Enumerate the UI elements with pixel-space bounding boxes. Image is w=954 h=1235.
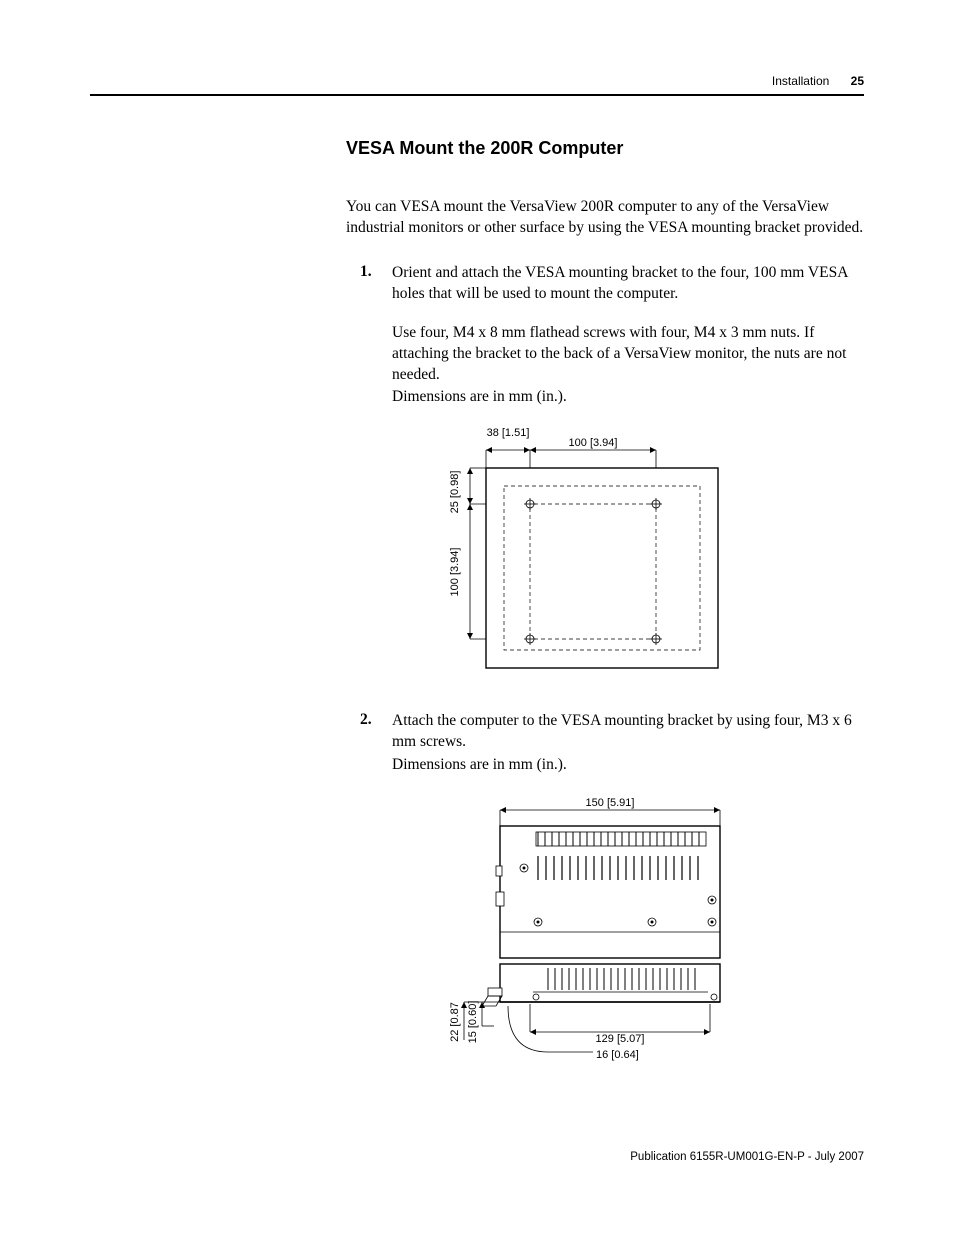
step-dimnote: Dimensions are in mm (in.).	[392, 387, 864, 408]
step-2: 2. Attach the computer to the VESA mount…	[346, 711, 864, 1087]
dim-label: 100 [3.94]	[449, 548, 461, 597]
step-1: 1. Orient and attach the VESA mounting b…	[346, 263, 864, 690]
dim-label: 15 [0.60]	[467, 1001, 479, 1044]
step-subtext: Use four, M4 x 8 mm flathead screws with…	[392, 323, 864, 386]
footer-publication: Publication 6155R-UM001G-EN-P - July 200…	[630, 1151, 864, 1163]
dim-label: 150 [5.91]	[586, 797, 635, 809]
intro-paragraph: You can VESA mount the VersaView 200R co…	[346, 197, 864, 239]
dim-label: 100 [3.94]	[569, 437, 618, 449]
diagram-computer-side: 150 [5.91]	[438, 792, 864, 1087]
step-number: 2.	[360, 711, 372, 729]
dim-label: 25 [0.98]	[449, 471, 461, 514]
step-number: 1.	[360, 263, 372, 281]
step-dimnote: Dimensions are in mm (in.).	[392, 755, 864, 776]
step-list: 1. Orient and attach the VESA mounting b…	[346, 263, 864, 1087]
dim-label: 22 [0.87	[449, 1002, 461, 1042]
step-text: Attach the computer to the VESA mounting…	[392, 711, 864, 753]
page-number: 25	[851, 74, 864, 88]
header-rule	[90, 94, 864, 96]
dim-label: 38 [1.51]	[487, 427, 530, 439]
diagram-vesa-bracket: 38 [1.51] 100 [3.94]	[438, 424, 864, 689]
dim-label: 129 [5.07]	[596, 1033, 645, 1045]
section-title: VESA Mount the 200R Computer	[346, 138, 864, 159]
page: Installation 25 VESA Mount the 200R Comp…	[0, 0, 954, 1235]
step-text: Orient and attach the VESA mounting brac…	[392, 263, 864, 305]
running-header: Installation 25	[772, 74, 864, 88]
dim-label: 16 [0.64]	[596, 1049, 639, 1061]
header-section: Installation	[772, 74, 829, 88]
content-column: VESA Mount the 200R Computer You can VES…	[346, 138, 864, 1109]
